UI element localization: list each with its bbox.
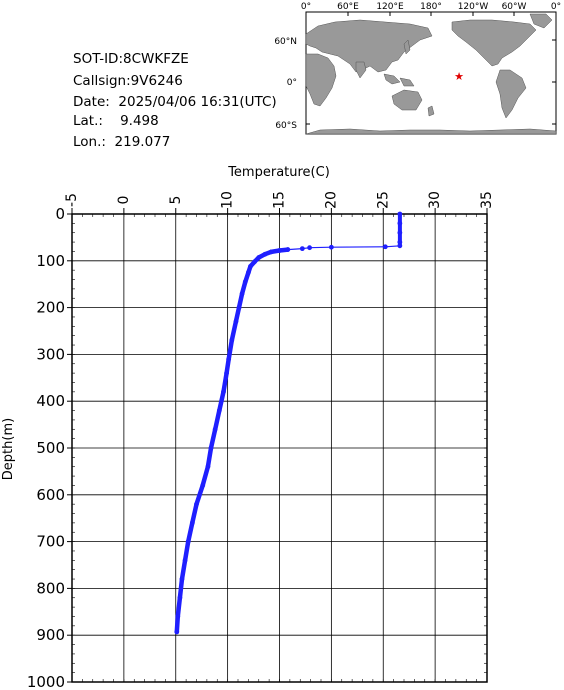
x-tick-label: 20 [323, 191, 339, 209]
data-point [229, 337, 235, 343]
data-point [242, 279, 248, 285]
x-tick-label: 10 [220, 191, 236, 209]
map-lon-label: 60°E [337, 2, 359, 12]
data-point [185, 539, 191, 544]
map-top-labels: 0° 60°E 120°E 180° 120°W 60°W 0° [301, 2, 561, 12]
data-point [194, 501, 199, 507]
longitude-label: Lon.: 219.077 [73, 134, 171, 150]
float-location-marker: ★ [454, 70, 464, 83]
y-tick-label: 1000 [27, 673, 65, 690]
data-point [277, 248, 282, 253]
map-lon-label: 120°E [376, 2, 404, 12]
y-tick-label: 300 [36, 345, 65, 363]
series-line [176, 214, 401, 632]
y-tick-label: 800 [36, 579, 65, 597]
callsign-label: Callsign:9V6246 [73, 73, 183, 89]
data-point [397, 243, 403, 249]
y-axis-label: Depth(m) [1, 418, 16, 480]
date-label: Date: 2025/04/06 16:31(UTC) [73, 94, 277, 110]
data-point [307, 245, 312, 251]
y-tick-labels: 0 100 200 300 400 500 600 700 800 900 1000 [27, 205, 65, 690]
map-land [305, 13, 557, 135]
x-tick-label: 5 [168, 196, 184, 205]
data-point [233, 319, 239, 325]
y-tick-label: 900 [36, 626, 65, 644]
data-point [177, 595, 183, 601]
map-lon-label: 180° [420, 2, 442, 12]
world-map-inset: 0° 60°E 120°E 180° 120°W 60°W 0° 60°N 0°… [274, 2, 561, 135]
data-point [397, 211, 403, 217]
data-point [245, 270, 251, 275]
map-lon-label: 60°W [502, 2, 527, 12]
map-lat-label: 60°S [275, 121, 297, 131]
data-point [397, 230, 403, 236]
chart-grid [67, 208, 488, 683]
map-lon-label: 0° [301, 2, 311, 12]
x-tick-labels: -5 0 5 10 15 20 25 30 35 [64, 191, 495, 209]
data-point [248, 264, 253, 269]
data-point [252, 259, 257, 265]
map-lon-label: 120°W [458, 2, 489, 12]
y-tick-label: 700 [36, 533, 65, 551]
y-tick-label: 600 [36, 486, 65, 504]
x-tick-label: 15 [272, 191, 288, 209]
data-point [268, 249, 274, 255]
x-tick-label: 0 [116, 196, 132, 205]
data-point [221, 389, 226, 395]
data-point [256, 255, 262, 260]
latitude-label: Lat.: 9.498 [73, 113, 159, 129]
y-tick-label: 500 [36, 439, 65, 457]
data-point [299, 246, 305, 252]
data-point [200, 483, 206, 488]
data-point [382, 244, 388, 250]
data-point [285, 247, 291, 252]
series-deep-segment [174, 247, 291, 635]
x-tick-label: -5 [64, 193, 80, 207]
x-tick-label: 35 [479, 191, 495, 209]
data-point [216, 408, 222, 413]
y-tick-label: 200 [36, 299, 65, 317]
sot-id-label: SOT-ID:8CWKFZE [73, 51, 189, 67]
data-point [239, 291, 245, 296]
data-point [175, 614, 181, 619]
data-point [182, 557, 188, 563]
data-point [236, 305, 242, 310]
data-point [208, 445, 214, 451]
data-point [397, 220, 403, 226]
data-point [179, 576, 185, 582]
x-axis-label: Temperature(C) [227, 165, 330, 180]
data-point [328, 244, 334, 250]
map-lat-label: 0° [287, 78, 297, 88]
x-tick-label: 30 [427, 191, 443, 209]
x-tick-label: 25 [375, 191, 391, 209]
data-point [262, 251, 268, 257]
y-tick-label: 100 [36, 252, 65, 270]
y-tick-label: 0 [55, 205, 65, 223]
map-left-labels: 60°N 0° 60°S [274, 37, 297, 131]
data-point [224, 370, 229, 376]
map-lat-label: 60°N [274, 37, 297, 47]
data-point [189, 520, 195, 526]
temperature-profile-series [174, 211, 403, 635]
data-point [226, 356, 232, 362]
data-point [174, 629, 180, 635]
map-lon-label: 0° [551, 2, 561, 12]
data-point [397, 239, 403, 245]
y-tick-label: 400 [36, 392, 65, 410]
plot-frame [71, 213, 488, 683]
data-point [205, 464, 211, 470]
data-point [212, 426, 218, 432]
